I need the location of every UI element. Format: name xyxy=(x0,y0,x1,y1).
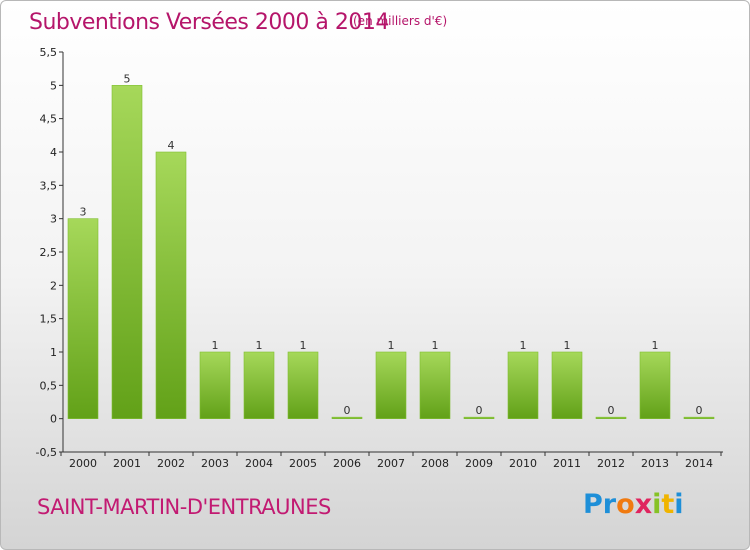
logo-letter: P xyxy=(583,489,603,520)
data-label: 1 xyxy=(212,339,219,352)
proxiti-logo: Proxiti xyxy=(583,489,684,520)
x-tick-label: 2009 xyxy=(465,457,493,470)
bar xyxy=(463,416,495,419)
data-label: 1 xyxy=(256,339,263,352)
y-tick-label: 5,5 xyxy=(40,46,58,59)
y-tick-label: 1,5 xyxy=(40,313,58,326)
x-tick-label: 2008 xyxy=(421,457,449,470)
data-label: 1 xyxy=(520,339,527,352)
bar xyxy=(155,151,187,419)
y-tick-label: 1 xyxy=(50,346,57,359)
data-label: 5 xyxy=(124,72,131,85)
x-tick-label: 2003 xyxy=(201,457,229,470)
data-label: 0 xyxy=(696,404,703,417)
x-tick-label: 2005 xyxy=(289,457,317,470)
data-label: 1 xyxy=(652,339,659,352)
bar xyxy=(551,351,583,419)
logo-letter: t xyxy=(661,489,675,520)
y-tick-label: 4 xyxy=(50,146,57,159)
logo-letter: i xyxy=(674,489,684,520)
bar xyxy=(67,218,99,419)
x-tick-label: 2000 xyxy=(69,457,97,470)
bar xyxy=(375,351,407,419)
chart-unit: (en milliers d'€) xyxy=(353,14,448,28)
data-label: 1 xyxy=(432,339,439,352)
bar xyxy=(111,85,143,419)
data-labels: 3 5 4 1 1 1 0 1 1 0 1 1 0 1 0 xyxy=(80,72,703,417)
y-tick-label: 0 xyxy=(50,413,57,426)
data-label: 0 xyxy=(608,404,615,417)
commune-name: SAINT-MARTIN-D'ENTRAUNES xyxy=(37,495,331,519)
y-tick-label: -0,5 xyxy=(36,446,57,459)
bar xyxy=(639,351,671,419)
bar xyxy=(331,416,363,419)
y-tick-label: 2 xyxy=(50,279,57,292)
bar xyxy=(595,416,627,419)
x-tick-label: 2011 xyxy=(553,457,581,470)
x-tick-label: 2006 xyxy=(333,457,361,470)
logo-letter: o xyxy=(616,489,635,520)
data-label: 0 xyxy=(476,404,483,417)
bar xyxy=(243,351,275,419)
x-tick-label: 2012 xyxy=(597,457,625,470)
data-label: 1 xyxy=(388,339,395,352)
data-label: 1 xyxy=(564,339,571,352)
x-tick-label: 2007 xyxy=(377,457,405,470)
x-tick-label: 2001 xyxy=(113,457,141,470)
bars xyxy=(67,85,715,419)
y-tick-label: 5 xyxy=(50,79,57,92)
x-tick-label: 2014 xyxy=(685,457,713,470)
data-label: 3 xyxy=(80,206,87,219)
y-tick-label: 4,5 xyxy=(40,113,58,126)
logo-letter: r xyxy=(602,489,617,520)
axes: -0,5 0 0,5 1 1,5 2 2,5 3 3,5 4 4,5 5 5,5 2000 2001 2002… xyxy=(36,46,723,470)
y-tick-label: 3,5 xyxy=(40,179,58,192)
bar xyxy=(287,351,319,419)
bar xyxy=(419,351,451,419)
x-tick-label: 2002 xyxy=(157,457,185,470)
data-label: 0 xyxy=(344,404,351,417)
bar xyxy=(507,351,539,419)
x-tick-label: 2010 xyxy=(509,457,537,470)
data-label: 4 xyxy=(168,139,175,152)
chart-title: Subventions Versées 2000 à 2014 xyxy=(29,10,389,35)
bar xyxy=(683,416,715,419)
y-tick-label: 0,5 xyxy=(40,379,58,392)
y-tick-label: 2,5 xyxy=(40,246,58,259)
x-tick-label: 2004 xyxy=(245,457,273,470)
x-tick-label: 2013 xyxy=(641,457,669,470)
y-tick-label: 3 xyxy=(50,213,57,226)
logo-letter: i xyxy=(652,489,662,520)
bar xyxy=(199,351,231,419)
logo-letter: x xyxy=(634,489,653,520)
data-label: 1 xyxy=(300,339,307,352)
